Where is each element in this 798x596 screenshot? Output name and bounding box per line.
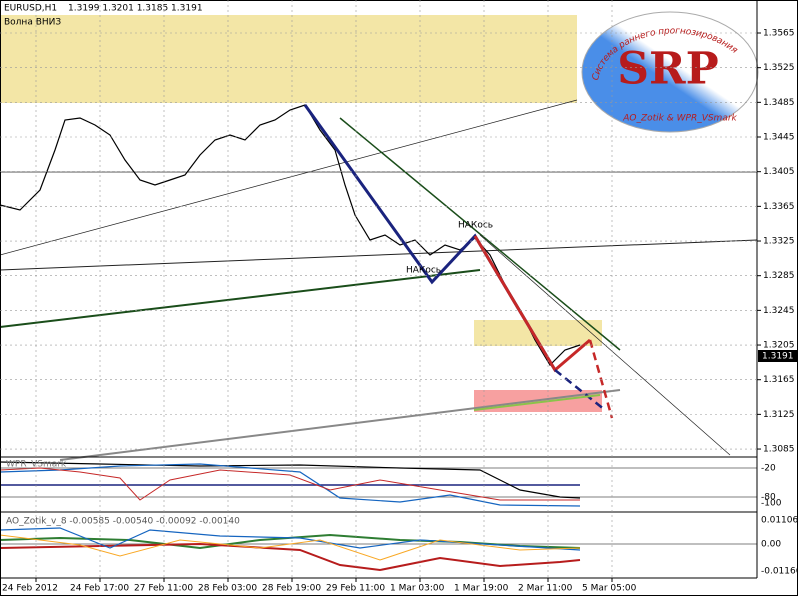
time-label: 27 Feb 11:00 [134, 584, 193, 594]
zone [0, 15, 577, 103]
annotation: НАКось [458, 221, 493, 231]
price-label: 1.3245 [763, 306, 795, 316]
time-label: 5 Mar 05:00 [582, 584, 637, 594]
time-label: 29 Feb 11:00 [326, 584, 385, 594]
forecast [554, 369, 606, 411]
price-label: 1.3085 [763, 445, 795, 455]
price-label: 1.3205 [763, 341, 795, 351]
forecast [588, 339, 614, 419]
time-label: 28 Feb 03:00 [198, 584, 257, 594]
indicator-label: -80 [761, 493, 776, 503]
wpr-line [0, 461, 581, 499]
price-label: 1.3405 [763, 167, 795, 177]
note: Волна ВНИЗ [4, 18, 61, 28]
current-price: 1.3191 [762, 352, 794, 362]
trend-line [0, 269, 481, 328]
indicator-label: -0.01166 [761, 567, 798, 577]
trend-line [0, 239, 758, 271]
price-label: 1.3525 [763, 63, 795, 73]
price-label: 1.3285 [763, 271, 795, 281]
wpr-pane: WPR_VSmark [0, 456, 757, 507]
price-label: 1.3445 [763, 133, 795, 143]
level [473, 394, 601, 411]
time-label: 1 Mar 19:00 [454, 584, 509, 594]
trend-line [0, 99, 578, 256]
logo-title: SRP [617, 44, 718, 95]
time-label: 1 Mar 03:00 [390, 584, 445, 594]
indicator-label: -100 [761, 499, 782, 509]
price-label: 1.3165 [763, 375, 795, 385]
time-label: 24 Feb 17:00 [70, 584, 129, 594]
trend-line [339, 117, 621, 351]
annotation: НАКось [406, 266, 441, 276]
indicator-label: -20 [761, 464, 776, 474]
time-label: 2 Mar 11:00 [518, 584, 573, 594]
indicator-title: AO_Zotik_v_8 -0.00585 -0.00540 -0.00092 … [6, 517, 240, 527]
price-label: 1.3125 [763, 410, 795, 420]
price-label: 1.3325 [763, 237, 795, 247]
trend-line [59, 389, 621, 461]
logo: SRP Система раннего прогнозирования AO_Z… [581, 11, 759, 133]
current-price-box [758, 350, 798, 362]
wpr-line [0, 467, 580, 501]
logo-credit: AO_Zotik & WPR_VSmark [622, 114, 737, 124]
ohlc: 1.3199 1.3201 1.3185 1.3191 [68, 4, 203, 14]
indicator-label: 0.00 [761, 540, 781, 550]
symbol: EURUSD,H1 [4, 4, 57, 14]
logo-badge [581, 11, 759, 133]
indicator-label: 0.01106 [761, 516, 798, 526]
ao-line [0, 542, 581, 572]
time-label: 24 Feb 2012 [2, 584, 58, 594]
time-label: 28 Feb 19:00 [262, 584, 321, 594]
price-label: 1.3565 [763, 29, 795, 39]
price-label: 1.3485 [763, 98, 795, 108]
indicator-title: WPR_VSmark [6, 460, 67, 470]
price-label: 1.3365 [763, 202, 795, 212]
main-pane: SRP Система раннего прогнозирования AO_Z… [0, 4, 759, 461]
wpr-line [0, 463, 581, 507]
